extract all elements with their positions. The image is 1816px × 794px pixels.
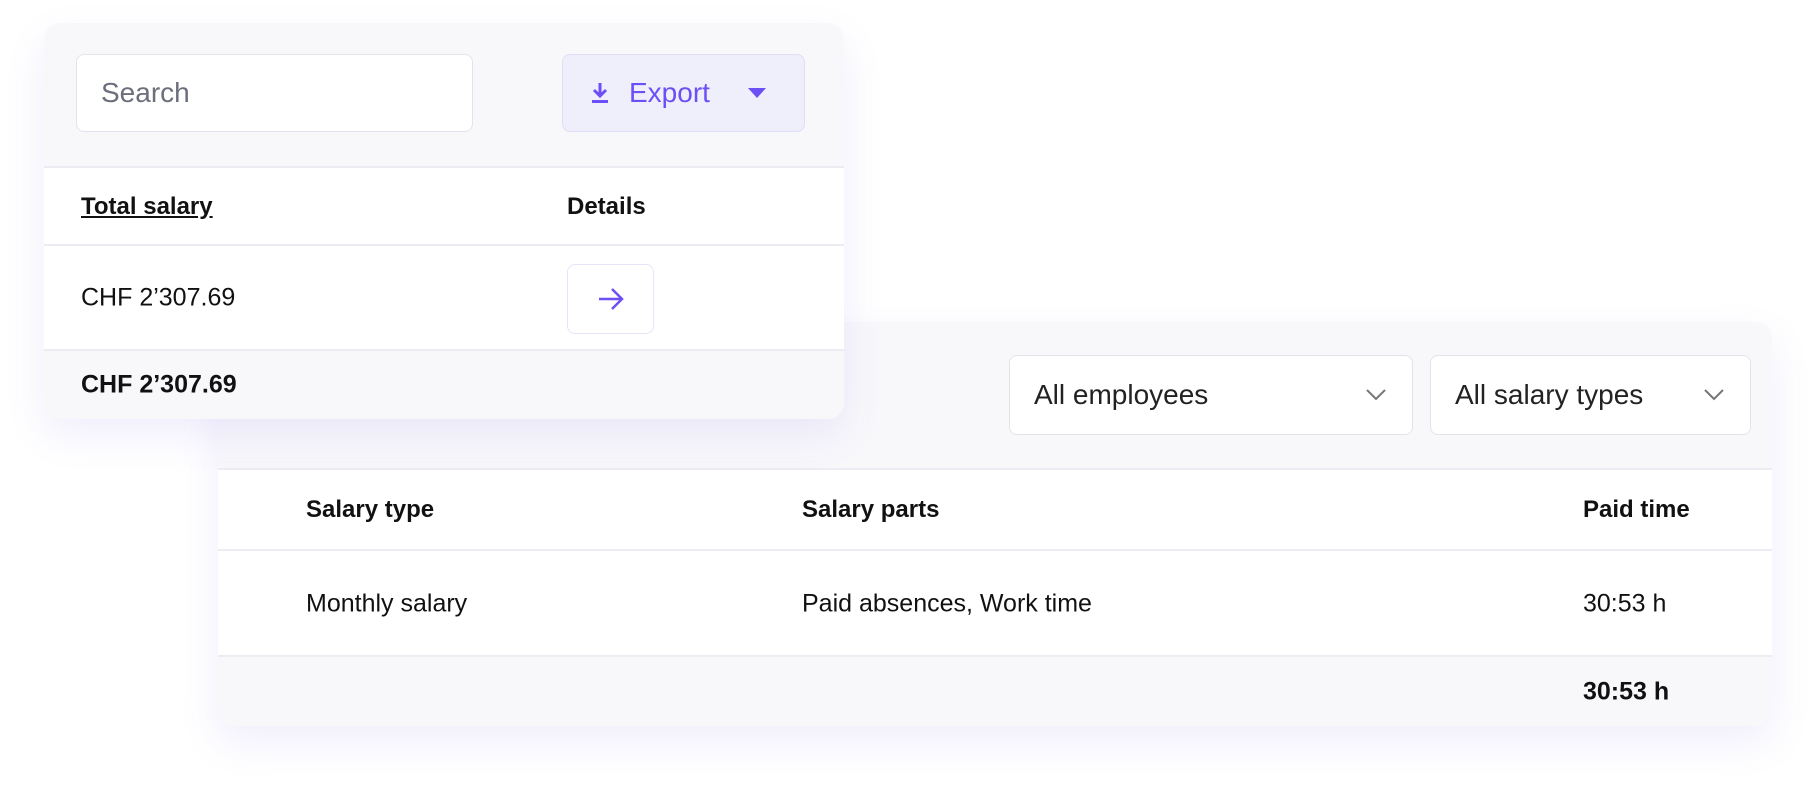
table-row: Monthly salary Paid absences, Work time … <box>218 549 1772 656</box>
footer-total: CHF 2’307.69 <box>81 370 237 399</box>
chevron-down-icon <box>1704 389 1724 401</box>
salary-types-value: All salary types <box>1455 379 1644 410</box>
table-header: Salary type Salary parts Paid time <box>218 468 1772 550</box>
column-salary-parts: Salary parts <box>802 496 940 523</box>
search-placeholder: Search <box>101 77 190 108</box>
export-button[interactable]: Export <box>562 54 805 132</box>
summary-card: Search Export Total salary Details CHF 2… <box>44 23 844 419</box>
detail-card: All employees All salary types Salary ty… <box>218 322 1772 726</box>
column-paid-time: Paid time <box>1583 496 1690 523</box>
caret-down-icon <box>747 88 766 98</box>
search-input[interactable]: Search <box>76 54 473 132</box>
chevron-down-icon <box>1366 389 1386 401</box>
column-salary-type: Salary type <box>306 496 435 523</box>
table-footer: CHF 2’307.69 <box>44 349 844 419</box>
paid-time-cell: 30:53 h <box>1583 589 1667 617</box>
arrow-right-icon <box>598 288 624 310</box>
table-footer: 30:53 h <box>218 655 1772 726</box>
details-button[interactable] <box>567 264 654 334</box>
employees-value: All employees <box>1034 379 1209 410</box>
table-header: Total salary Details <box>44 166 844 245</box>
total-salary-cell: CHF 2’307.69 <box>81 283 236 312</box>
export-label: Export <box>629 77 710 108</box>
download-icon <box>592 83 608 103</box>
employees-dropdown[interactable]: All employees <box>1009 355 1413 435</box>
table-row: CHF 2’307.69 <box>44 244 844 350</box>
column-total-salary[interactable]: Total salary <box>81 192 213 220</box>
column-details: Details <box>567 192 646 220</box>
salary-type-cell: Monthly salary <box>306 589 468 617</box>
salary-parts-cell: Paid absences, Work time <box>802 589 1092 617</box>
salary-types-dropdown[interactable]: All salary types <box>1430 355 1751 435</box>
footer-paid-time: 30:53 h <box>1583 677 1670 705</box>
